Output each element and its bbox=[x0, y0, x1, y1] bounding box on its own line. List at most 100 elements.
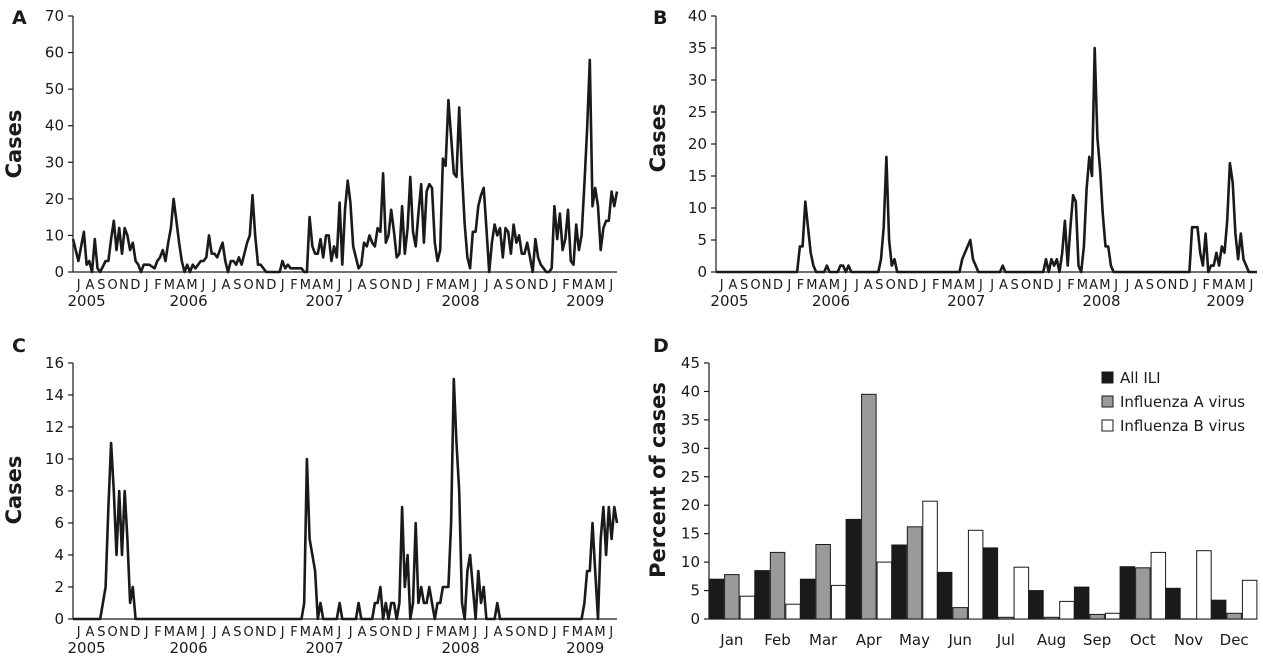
y-axis-label: Cases bbox=[2, 456, 26, 525]
x-year-label: 2006 bbox=[170, 292, 208, 310]
bar-influenza-b-virus bbox=[1104, 612, 1121, 620]
x-month-label: D bbox=[1179, 278, 1189, 293]
x-category-label: Jun bbox=[947, 631, 971, 649]
x-month-label: D bbox=[538, 278, 548, 293]
x-month-label: F bbox=[562, 625, 569, 640]
x-month-label: S bbox=[233, 278, 241, 293]
x-month-label: A bbox=[584, 625, 593, 640]
x-month-label: M bbox=[300, 625, 311, 640]
y-tick-label: 0 bbox=[690, 610, 700, 628]
x-month-label: O bbox=[750, 278, 760, 293]
y-tick-label: 15 bbox=[688, 167, 707, 185]
x-month-label: M bbox=[1099, 278, 1110, 293]
x-month-label: M bbox=[186, 625, 197, 640]
x-month-label: D bbox=[908, 278, 918, 293]
bar-all-ili bbox=[1073, 586, 1090, 620]
bar-all-ili bbox=[891, 544, 907, 620]
x-year-label: 2007 bbox=[306, 292, 344, 310]
x-month-label: N bbox=[762, 278, 772, 293]
x-month-label: J bbox=[843, 278, 848, 293]
y-tick-label: 14 bbox=[45, 386, 64, 404]
x-month-label: F bbox=[290, 278, 297, 293]
x-month-label: F bbox=[426, 625, 433, 640]
x-year-label: 2005 bbox=[710, 292, 748, 310]
y-tick-label: 20 bbox=[688, 135, 707, 153]
x-month-label: F bbox=[426, 278, 433, 293]
x-month-label: A bbox=[312, 625, 321, 640]
x-month-label: A bbox=[222, 625, 231, 640]
x-month-label: O bbox=[108, 625, 118, 640]
x-month-label: D bbox=[402, 625, 412, 640]
y-tick-label: 45 bbox=[681, 354, 700, 372]
bar-influenza-b-virus bbox=[967, 529, 984, 620]
y-axis-label: Cases bbox=[2, 110, 26, 179]
x-category-label: Jul bbox=[996, 631, 1015, 649]
x-category-label: Sep bbox=[1083, 631, 1111, 649]
x-month-label: O bbox=[886, 278, 896, 293]
x-year-label: 2007 bbox=[947, 292, 985, 310]
x-month-label: J bbox=[144, 278, 149, 293]
x-month-label: J bbox=[348, 278, 353, 293]
x-month-label: O bbox=[516, 625, 526, 640]
bar-all-ili bbox=[845, 518, 862, 620]
x-month-label: N bbox=[255, 625, 265, 640]
bar-influenza-b-virus bbox=[922, 500, 938, 620]
x-month-label: F bbox=[932, 278, 939, 293]
x-month-label: M bbox=[436, 278, 447, 293]
x-month-label: A bbox=[176, 278, 185, 293]
x-month-label: N bbox=[1032, 278, 1042, 293]
bar-influenza-a-virus bbox=[724, 574, 740, 620]
y-tick-label: 0 bbox=[697, 263, 707, 281]
x-month-label: M bbox=[458, 278, 469, 293]
x-month-label: J bbox=[484, 625, 489, 640]
bar-all-ili bbox=[982, 547, 999, 620]
x-month-label: J bbox=[719, 278, 724, 293]
bar-influenza-a-virus bbox=[998, 616, 1014, 620]
x-month-label: A bbox=[1134, 278, 1143, 293]
x-category-label: Feb bbox=[764, 631, 791, 649]
x-month-label: M bbox=[941, 278, 952, 293]
x-month-label: J bbox=[472, 625, 477, 640]
x-month-label: J bbox=[76, 278, 81, 293]
x-month-label: J bbox=[854, 278, 859, 293]
y-tick-label: 70 bbox=[45, 7, 64, 25]
y-tick-label: 20 bbox=[681, 496, 700, 514]
x-month-label: A bbox=[494, 625, 503, 640]
x-month-label: S bbox=[97, 625, 105, 640]
x-year-label: 2007 bbox=[306, 639, 344, 657]
x-month-label: N bbox=[391, 278, 401, 293]
x-month-label: M bbox=[964, 278, 975, 293]
x-month-label: A bbox=[222, 278, 231, 293]
y-axis-label: Percent of cases bbox=[646, 382, 670, 578]
x-month-label: M bbox=[164, 278, 175, 293]
x-month-label: J bbox=[1113, 278, 1118, 293]
y-tick-label: 30 bbox=[681, 439, 700, 457]
x-month-label: A bbox=[176, 625, 185, 640]
x-month-label: F bbox=[290, 625, 297, 640]
bar-influenza-a-virus bbox=[861, 393, 877, 620]
y-tick-label: 40 bbox=[45, 117, 64, 135]
x-month-label: O bbox=[516, 278, 526, 293]
x-month-label: A bbox=[358, 278, 367, 293]
x-month-label: N bbox=[255, 278, 265, 293]
x-month-label: J bbox=[416, 278, 421, 293]
x-year-label: 2008 bbox=[442, 639, 480, 657]
x-month-label: J bbox=[608, 278, 613, 293]
x-month-label: S bbox=[505, 278, 513, 293]
x-month-label: M bbox=[1212, 278, 1223, 293]
x-month-label: N bbox=[119, 278, 129, 293]
x-month-label: A bbox=[448, 278, 457, 293]
x-month-label: D bbox=[266, 625, 276, 640]
y-tick-label: 10 bbox=[688, 199, 707, 217]
x-month-label: A bbox=[954, 278, 963, 293]
x-month-label: N bbox=[897, 278, 907, 293]
x-year-label: 2006 bbox=[812, 292, 850, 310]
x-month-label: J bbox=[212, 278, 217, 293]
x-month-label: J bbox=[484, 278, 489, 293]
x-month-label: J bbox=[978, 278, 983, 293]
x-month-label: M bbox=[572, 625, 583, 640]
x-month-label: J bbox=[416, 625, 421, 640]
bar-influenza-b-virus bbox=[1150, 551, 1167, 620]
x-month-label: S bbox=[369, 278, 377, 293]
x-month-label: M bbox=[164, 625, 175, 640]
